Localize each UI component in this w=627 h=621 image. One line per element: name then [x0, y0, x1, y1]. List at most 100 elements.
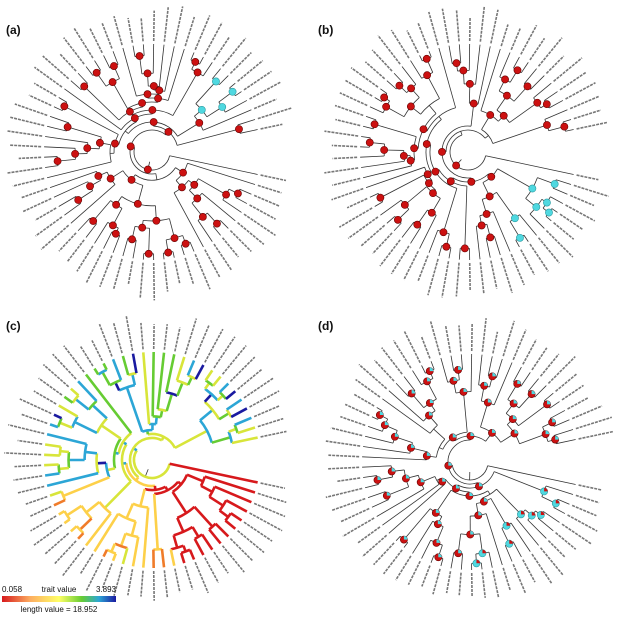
branch — [64, 203, 81, 216]
node-pie — [435, 509, 440, 513]
node-state — [485, 192, 494, 201]
tip-label — [492, 331, 499, 354]
tip-label — [357, 526, 381, 544]
branch — [386, 216, 395, 224]
tip-label — [512, 563, 527, 594]
branch — [131, 536, 140, 567]
branch — [484, 135, 489, 139]
node-state — [63, 123, 72, 131]
branch-arc — [420, 98, 440, 115]
branch — [438, 245, 443, 257]
node-state — [193, 194, 202, 203]
branch — [544, 91, 558, 101]
branch — [49, 115, 70, 124]
node-pie — [469, 492, 473, 496]
branch — [101, 371, 111, 386]
tip-label — [194, 324, 210, 359]
branch-arc — [153, 125, 178, 146]
branch — [516, 518, 539, 546]
branch-arc — [95, 453, 100, 474]
tip-label — [249, 81, 282, 100]
branch-arc — [435, 438, 446, 458]
branch-arc — [227, 431, 234, 444]
tip-label — [490, 9, 499, 44]
branch — [186, 360, 196, 376]
tip-label — [221, 237, 239, 258]
branch — [44, 463, 59, 467]
branch — [63, 518, 71, 525]
branch — [49, 171, 97, 189]
branch — [393, 222, 402, 232]
tip-label — [567, 514, 598, 532]
tip-label — [204, 249, 221, 278]
branch — [497, 168, 533, 189]
branch-arc — [445, 129, 486, 152]
tip-label — [221, 545, 245, 573]
branch — [131, 373, 137, 386]
tip-label — [502, 567, 511, 591]
branch — [102, 362, 108, 371]
branch — [197, 220, 213, 242]
branch — [131, 353, 138, 374]
branch — [180, 245, 185, 256]
branch — [485, 155, 574, 175]
branch-arc — [95, 417, 108, 434]
tip-label — [332, 156, 358, 160]
node-state — [452, 161, 461, 170]
branch — [553, 419, 570, 427]
branch — [412, 521, 434, 554]
tip-label — [101, 563, 113, 589]
node-pie — [453, 377, 458, 381]
branch — [84, 373, 133, 434]
tip-label — [99, 255, 113, 288]
branch-arc — [233, 424, 239, 434]
branch — [112, 235, 121, 253]
tip-label — [14, 103, 48, 117]
branch-arc — [118, 121, 137, 145]
branch — [485, 513, 503, 566]
tip-label — [441, 261, 450, 298]
node-state — [71, 149, 79, 158]
node-state — [446, 177, 455, 186]
branch-arc — [147, 432, 177, 449]
node-pie — [394, 433, 399, 437]
branch — [237, 119, 256, 126]
branch — [176, 382, 184, 397]
branch — [487, 490, 491, 495]
branch — [155, 173, 158, 180]
tip-label — [565, 204, 596, 222]
node-pie — [491, 429, 496, 433]
node-pie — [552, 418, 556, 423]
branch — [492, 211, 511, 252]
branch — [164, 46, 175, 92]
branch — [84, 512, 112, 547]
tip-label — [213, 243, 232, 271]
branch — [363, 446, 410, 454]
tip-label — [529, 37, 546, 61]
panel-label: (a) — [6, 23, 21, 37]
branch — [85, 66, 94, 76]
node-pie — [514, 429, 519, 434]
branch — [45, 165, 59, 168]
branch-arc — [58, 446, 62, 456]
branch — [225, 390, 237, 400]
tip-label — [432, 568, 441, 595]
node-state — [108, 78, 117, 86]
tip-label — [500, 24, 509, 47]
node-state — [106, 174, 115, 183]
tip-label — [229, 537, 254, 562]
branch — [202, 109, 252, 131]
tip-label — [204, 557, 220, 584]
tip-label — [127, 261, 134, 285]
branch — [545, 216, 552, 222]
tip-label — [382, 549, 403, 575]
branch — [239, 188, 252, 195]
branch — [488, 552, 493, 568]
tip-label — [344, 403, 370, 417]
branch — [460, 354, 463, 370]
branch — [410, 60, 423, 79]
branch — [543, 511, 560, 523]
branch — [165, 354, 176, 393]
tip-label — [427, 258, 439, 296]
branch — [85, 500, 101, 514]
